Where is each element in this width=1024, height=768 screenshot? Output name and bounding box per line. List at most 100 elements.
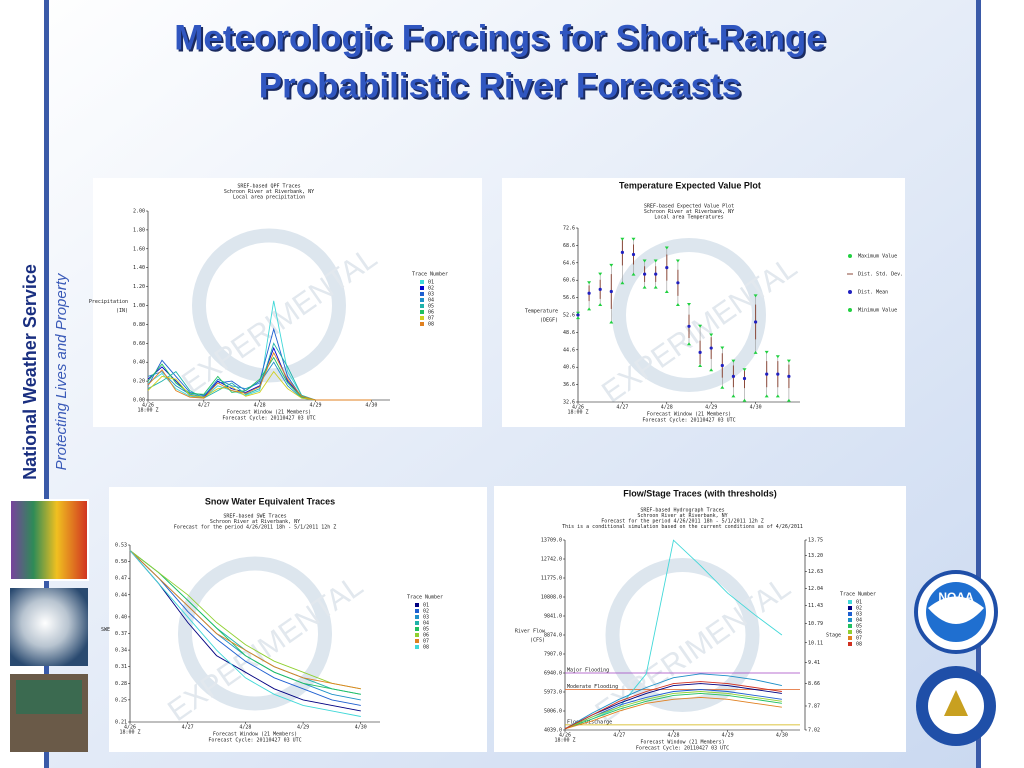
- legend-label: 08: [423, 645, 429, 651]
- title-shadow: Meteorologic Forcings for Short-Range: [176, 20, 827, 59]
- x-tick-label: 4/28: [239, 725, 251, 731]
- x-axis-label: Forecast Window (21 Members): [227, 410, 311, 416]
- trace-line: [564, 689, 782, 730]
- y-tick-label: 5006.0: [544, 709, 562, 715]
- chart: Snow Water Equivalent Traces SREF-based S…: [101, 487, 487, 752]
- chart-title: Snow Water Equivalent Traces: [205, 496, 335, 506]
- legend-label: 08: [856, 642, 862, 648]
- mean-marker: [676, 281, 680, 285]
- trace-line: [129, 550, 361, 690]
- y-axis-label: (DEGF): [540, 318, 558, 324]
- legend-swatch: [415, 609, 419, 613]
- max-marker: [775, 355, 780, 359]
- x-tick-label: 4/29: [297, 725, 309, 731]
- y-tick-label: 0.53: [115, 543, 127, 549]
- max-marker: [631, 237, 636, 241]
- max-marker: [786, 359, 791, 363]
- min-marker: [587, 307, 592, 311]
- chart: Flow/Stage Traces (with thresholds) SREF-…: [494, 486, 906, 752]
- max-marker: [620, 237, 625, 241]
- x-tick-label: 4/29: [310, 403, 322, 409]
- y-tick-label: 48.6: [563, 330, 575, 336]
- mean-marker: [576, 313, 580, 317]
- legend-swatch: [848, 642, 852, 646]
- max-marker: [598, 272, 603, 276]
- y-tick-label: 9841.0: [544, 614, 562, 620]
- y-tick-label: 52.6: [563, 313, 575, 319]
- legend-swatch: [848, 606, 852, 610]
- y2-tick-label: 11.43: [808, 603, 823, 609]
- max-marker: [653, 259, 658, 263]
- max-marker: [742, 368, 747, 372]
- legend-swatch: [415, 639, 419, 643]
- chart-subtitle: Local area Temperatures: [654, 215, 723, 221]
- max-marker: [709, 333, 714, 337]
- min-marker: [709, 368, 714, 372]
- chart-subtitle: Forecast for the period 4/26/2011 18h - …: [174, 525, 337, 531]
- y-tick-label: 11775.0: [541, 576, 562, 582]
- max-marker: [720, 346, 725, 350]
- noaa-logo: NOAA: [914, 570, 998, 654]
- legend-label: 05: [423, 627, 429, 633]
- legend-swatch: [415, 633, 419, 637]
- legend-label: 05: [428, 304, 434, 310]
- max-marker: [731, 359, 736, 363]
- legend-swatch: [420, 316, 424, 320]
- legend-label: 03: [428, 292, 434, 298]
- chart-subtitle: Forecast for the period 4/26/2011 18h - …: [601, 519, 764, 525]
- right-bar: [976, 0, 981, 768]
- legend-label: 06: [428, 310, 434, 316]
- trace-line: [564, 539, 783, 730]
- legend-swatch: [848, 600, 852, 604]
- legend-swatch: [420, 292, 424, 296]
- organization: National Weather Service: [20, 264, 40, 480]
- legend-swatch: [415, 627, 419, 631]
- y-tick-label: 0.60: [133, 341, 145, 347]
- max-marker: [675, 259, 680, 263]
- legend-swatch: [848, 630, 852, 634]
- y-axis-label: (IN): [116, 308, 128, 314]
- x-tick-label: 4/30: [776, 733, 788, 739]
- y2-tick-label: 13.20: [808, 553, 823, 559]
- x-tick-label: 4/27: [198, 403, 210, 409]
- max-marker: [609, 263, 614, 267]
- x-tick-label: 4/26: [559, 733, 571, 739]
- chart-subtitle: SREF-based SWE Traces: [223, 514, 286, 520]
- y-tick-label: 4039.0: [544, 728, 562, 734]
- y2-tick-label: 9.41: [808, 660, 820, 666]
- mean-marker: [631, 252, 636, 257]
- y-tick-label: 36.6: [563, 382, 575, 388]
- legend-swatch: [415, 645, 419, 649]
- mean-marker: [731, 374, 736, 378]
- x-axis-label: Forecast Cycle: 20110427 03 UTC: [642, 418, 735, 424]
- mean-marker: [709, 346, 713, 350]
- mean-marker: [587, 291, 591, 295]
- x-tick-label: 4/26: [142, 403, 154, 409]
- min-marker: [764, 394, 769, 398]
- x-axis-label: Forecast Cycle: 20110427 03 UTC: [208, 738, 301, 744]
- trace-line: [564, 681, 782, 730]
- legend-label: 02: [423, 609, 429, 615]
- x-axis-label: Forecast Window (21 Members): [640, 740, 724, 746]
- min-marker: [598, 303, 603, 307]
- max-marker: [753, 294, 758, 298]
- legend-title: Trace Number: [412, 272, 448, 278]
- legend-label: 06: [423, 633, 429, 639]
- y-tick-label: 1.40: [133, 265, 145, 271]
- x-tick-label: 4/28: [661, 405, 673, 411]
- legend-label: 07: [428, 316, 434, 322]
- chart: Temperature Expected Value Plot SREF-base…: [502, 178, 905, 427]
- y-tick-label: 0.37: [115, 631, 127, 637]
- threshold-label: Major Flooding: [567, 668, 609, 674]
- legend-label: 08: [428, 322, 434, 328]
- y-tick-label: 0.34: [115, 648, 127, 654]
- y-tick-label: 0.47: [115, 576, 127, 582]
- y-tick-label: 0.28: [115, 681, 127, 687]
- legend-swatch: [420, 280, 424, 284]
- x-tick-label: 4/29: [722, 733, 734, 739]
- tagline: Protecting Lives and Property: [53, 272, 70, 470]
- legend-label: 03: [423, 615, 429, 621]
- min-marker: [775, 394, 780, 398]
- watermark-logo: [178, 556, 332, 711]
- min-marker: [664, 290, 669, 294]
